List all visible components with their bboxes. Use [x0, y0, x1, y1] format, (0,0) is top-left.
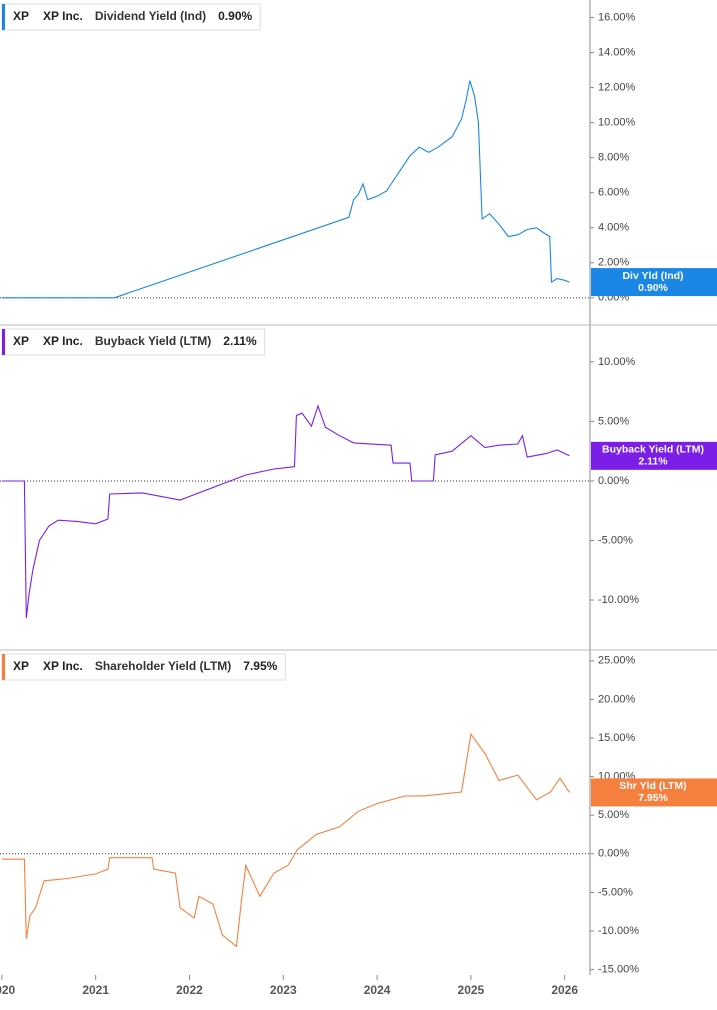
y-tick-label: 15.00%: [598, 732, 636, 744]
x-tick-label: 2023: [270, 983, 297, 997]
x-tick-label: 2024: [364, 983, 391, 997]
legend-company: XP Inc.: [43, 659, 83, 673]
series-line: [1, 732, 570, 948]
legend-series: Buyback Yield (LTM): [95, 334, 211, 348]
legend-ticker: XP: [13, 334, 29, 348]
y-tick-label: -10.00%: [598, 594, 639, 606]
legend-series: Shareholder Yield (LTM): [95, 659, 231, 673]
y-tick-label: -5.00%: [598, 886, 633, 898]
y-tick-label: -10.00%: [598, 925, 639, 937]
badge-value: 0.90%: [638, 282, 668, 294]
legend-ticker: XP: [13, 9, 29, 23]
legend-swatch: [2, 4, 5, 30]
y-tick-label: 10.00%: [598, 117, 636, 129]
badge-label: Shr Yld (LTM): [619, 780, 686, 792]
badge-value: 7.95%: [638, 792, 668, 804]
y-tick-label: 8.00%: [598, 152, 629, 164]
legend: XP XP Inc. Shareholder Yield (LTM) 7.95%: [1, 653, 286, 681]
x-tick-label: 2021: [82, 983, 109, 997]
x-tick-label: 2022: [176, 983, 203, 997]
y-tick-label: 5.00%: [598, 415, 629, 427]
y-tick-label: 12.00%: [598, 82, 636, 94]
series-line: [1, 404, 570, 618]
value-badge: [591, 268, 717, 297]
legend-swatch: [2, 329, 5, 355]
legend-company: XP Inc.: [43, 334, 83, 348]
y-tick-label: 2.00%: [598, 257, 629, 269]
y-tick-label: 25.00%: [598, 655, 636, 667]
y-tick-label: 16.00%: [598, 11, 636, 23]
legend-company: XP Inc.: [43, 9, 83, 23]
legend-series: Dividend Yield (Ind): [95, 9, 206, 23]
legend: XP XP Inc. Buyback Yield (LTM) 2.11%: [1, 328, 266, 356]
y-tick-label: 6.00%: [598, 187, 629, 199]
y-tick-label: 4.00%: [598, 222, 629, 234]
series-line: [1, 80, 570, 299]
y-tick-label: -15.00%: [598, 964, 639, 976]
value-badge: [591, 778, 717, 807]
legend-value: 2.11%: [223, 334, 257, 348]
legend-swatch: [2, 654, 5, 680]
badge-value: 2.11%: [638, 456, 668, 468]
x-tick-label: 2025: [458, 983, 485, 997]
y-tick-label: 10.00%: [598, 356, 636, 368]
y-tick-label: 20.00%: [598, 693, 636, 705]
legend-value: 0.90%: [218, 9, 252, 23]
badge-label: Buyback Yield (LTM): [602, 444, 704, 456]
legend-box: [1, 328, 266, 356]
legend-ticker: XP: [13, 659, 29, 673]
y-tick-label: -5.00%: [598, 534, 633, 546]
legend: XP XP Inc. Dividend Yield (Ind) 0.90%: [1, 3, 261, 31]
y-tick-label: 5.00%: [598, 809, 629, 821]
y-tick-label: 0.00%: [598, 848, 629, 860]
badge-label: Div Yld (Ind): [622, 270, 683, 282]
y-tick-label: 14.00%: [598, 46, 636, 58]
value-badge: [591, 441, 717, 470]
legend-value: 7.95%: [243, 659, 277, 673]
y-tick-label: 0.00%: [598, 475, 629, 487]
x-tick-label: 2026: [551, 983, 578, 997]
